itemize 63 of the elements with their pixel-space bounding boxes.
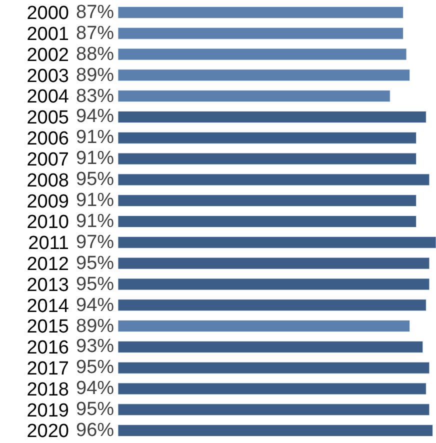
y-tick-label: 2001 bbox=[26, 24, 69, 46]
bar bbox=[118, 132, 417, 144]
bar bbox=[118, 382, 426, 395]
y-tick-label: 2008 bbox=[26, 170, 69, 192]
bar bbox=[118, 194, 417, 207]
y-tick-label: 2017 bbox=[26, 358, 69, 380]
y-tick-label: 2002 bbox=[26, 44, 69, 66]
bar bbox=[118, 257, 430, 270]
bar bbox=[118, 6, 404, 18]
y-tick-label: 2005 bbox=[26, 108, 69, 129]
y-tick-label: 2013 bbox=[26, 274, 69, 296]
data-label: 93% bbox=[76, 336, 114, 357]
data-label: 91% bbox=[76, 190, 114, 211]
bar bbox=[118, 110, 426, 123]
bar bbox=[118, 27, 404, 40]
y-tick-label: 2000 bbox=[26, 3, 69, 24]
bar bbox=[118, 152, 417, 165]
bar bbox=[118, 90, 390, 102]
bar bbox=[118, 69, 410, 82]
bar bbox=[118, 299, 426, 312]
bar bbox=[118, 216, 417, 228]
y-tick-label: 2014 bbox=[26, 296, 70, 317]
bar bbox=[118, 236, 436, 248]
bar bbox=[118, 424, 433, 437]
data-label: 95% bbox=[76, 399, 114, 420]
y-tick-label: 2011 bbox=[28, 233, 69, 254]
bar bbox=[118, 48, 407, 60]
data-label: 83% bbox=[76, 86, 114, 107]
data-label: 95% bbox=[76, 274, 114, 295]
y-tick-label: 2020 bbox=[26, 421, 69, 442]
bar bbox=[118, 404, 430, 416]
y-tick-label: 2006 bbox=[26, 128, 69, 150]
data-label: 94% bbox=[76, 378, 114, 399]
data-label: 87% bbox=[76, 23, 114, 44]
data-label: 94% bbox=[76, 295, 114, 316]
y-tick-label: 2007 bbox=[26, 149, 69, 170]
bar bbox=[118, 278, 430, 290]
y-tick-label: 2016 bbox=[26, 338, 69, 359]
bar bbox=[118, 174, 430, 186]
data-label: 89% bbox=[76, 65, 114, 86]
data-label: 96% bbox=[76, 420, 114, 441]
y-tick-label: 2009 bbox=[26, 191, 69, 212]
y-tick-label: 2015 bbox=[26, 316, 69, 338]
data-label: 95% bbox=[76, 169, 114, 190]
data-label: 89% bbox=[76, 316, 114, 337]
data-label: 94% bbox=[76, 106, 114, 127]
y-tick-label: 2004 bbox=[26, 86, 70, 108]
data-label: 91% bbox=[76, 148, 114, 169]
bar bbox=[118, 362, 430, 374]
data-label: 97% bbox=[76, 232, 114, 253]
data-label: 95% bbox=[76, 253, 114, 274]
data-label: 88% bbox=[76, 44, 114, 65]
y-tick-label: 2018 bbox=[26, 379, 69, 400]
y-tick-label: 2012 bbox=[26, 254, 69, 275]
y-tick-label: 2003 bbox=[26, 66, 69, 87]
y-tick-label: 2010 bbox=[26, 212, 69, 234]
data-label: 91% bbox=[76, 127, 114, 148]
bar bbox=[118, 320, 410, 332]
bar bbox=[118, 340, 424, 353]
y-tick-label: 2019 bbox=[26, 400, 69, 422]
data-label: 87% bbox=[76, 2, 114, 23]
data-label: 95% bbox=[76, 357, 114, 378]
data-label: 91% bbox=[76, 211, 114, 232]
